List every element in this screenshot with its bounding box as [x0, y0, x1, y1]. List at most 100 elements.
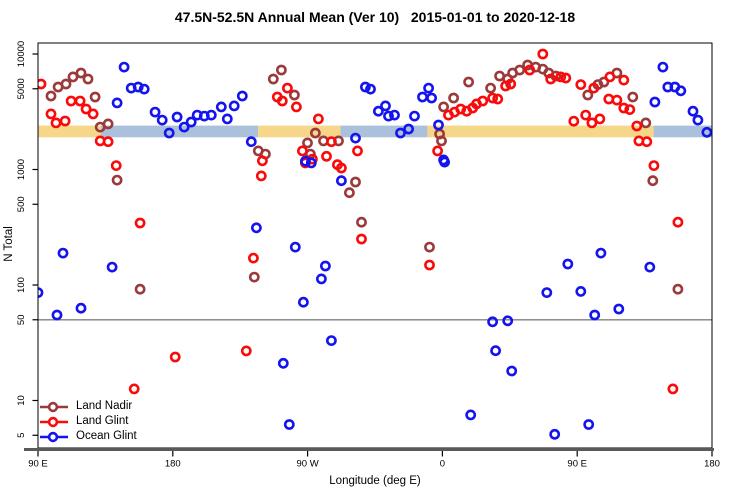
data-point — [82, 73, 94, 85]
data-point — [582, 89, 594, 101]
data-point — [618, 102, 630, 114]
data-point — [438, 101, 449, 113]
data-point — [236, 90, 248, 102]
data-point — [562, 258, 574, 270]
data-point — [277, 357, 289, 369]
data-point — [312, 113, 324, 125]
data-point — [325, 335, 337, 346]
data-point — [325, 136, 337, 148]
data-point — [138, 83, 150, 95]
plot-inner — [38, 48, 712, 440]
data-point — [575, 285, 587, 297]
data-point — [309, 127, 321, 139]
data-point — [290, 101, 302, 113]
x-tick-label: 180 — [704, 459, 720, 470]
data-point — [305, 157, 317, 169]
y-tick-label: 100 — [16, 277, 27, 293]
data-point — [389, 109, 400, 121]
legend-circle — [47, 416, 59, 427]
data-point — [537, 48, 549, 60]
x-tick-label: 90 W — [297, 459, 319, 470]
data-point — [589, 309, 601, 321]
data-point — [256, 155, 268, 167]
data-point — [432, 145, 443, 157]
data-point — [185, 116, 197, 128]
data-point — [156, 114, 168, 126]
data-point — [583, 419, 595, 430]
legend-item-ocean-glint: Ocean Glint — [40, 429, 137, 444]
data-point — [644, 261, 656, 273]
data-point — [594, 113, 606, 125]
data-point — [455, 103, 467, 115]
data-point — [169, 351, 181, 363]
data-point — [541, 287, 553, 298]
data-point — [50, 117, 62, 129]
data-point — [641, 136, 653, 148]
y-tick-label: 10000 — [16, 41, 27, 67]
data-point — [649, 96, 661, 108]
data-point — [132, 81, 144, 93]
data-point — [492, 93, 504, 105]
data-point — [128, 383, 140, 395]
data-point — [111, 174, 123, 186]
data-point — [359, 81, 371, 93]
data-point — [45, 108, 57, 120]
data-point — [465, 409, 477, 421]
data-point — [281, 82, 293, 94]
data-point — [514, 64, 526, 76]
x-axis-title: Longitude (deg E) — [329, 475, 421, 487]
data-point — [228, 100, 240, 112]
data-point — [580, 109, 592, 121]
data-point — [506, 365, 518, 377]
data-point — [102, 136, 114, 148]
data-point — [51, 309, 63, 321]
data-point — [588, 82, 600, 94]
y-tick-label: 10 — [16, 395, 27, 406]
data-point — [102, 118, 114, 130]
data-point — [134, 283, 146, 295]
data-point — [57, 247, 69, 259]
y-tick-label: 5 — [16, 433, 27, 438]
data-point — [356, 233, 367, 245]
data-point — [45, 90, 57, 102]
y-tick-label: 5000 — [16, 78, 27, 99]
data-point — [624, 104, 636, 115]
data-point — [65, 95, 77, 107]
surface-band-ocean — [340, 125, 428, 138]
data-point — [598, 76, 610, 88]
data-point — [106, 261, 118, 273]
data-point — [118, 61, 130, 73]
data-point — [356, 216, 367, 228]
data-point — [383, 110, 394, 122]
series-land-nadir — [45, 59, 684, 295]
data-point — [240, 345, 252, 357]
data-point — [575, 79, 587, 90]
data-point — [648, 160, 660, 171]
data-point — [487, 92, 498, 104]
y-tick-label: 50 — [16, 314, 27, 325]
legend-label: Land Nadir — [76, 400, 133, 412]
data-point — [560, 72, 572, 84]
data-point — [667, 383, 679, 395]
data-point — [423, 82, 434, 94]
data-point — [245, 136, 257, 148]
surface-band-ocean — [653, 125, 712, 138]
data-point — [395, 127, 406, 139]
data-point — [60, 78, 72, 90]
data-point — [568, 115, 580, 127]
data-point — [267, 73, 279, 85]
data-point — [171, 111, 183, 123]
data-point — [426, 92, 437, 104]
data-point — [687, 105, 699, 117]
data-point — [500, 80, 511, 92]
data-point — [335, 175, 347, 187]
data-point — [111, 97, 123, 109]
data-point — [586, 117, 598, 129]
ocean-glint-marker-icon — [40, 431, 68, 442]
data-point — [417, 91, 428, 103]
data-point — [424, 259, 435, 271]
legend-label: Land Glint — [76, 415, 129, 427]
data-point — [343, 187, 355, 199]
legend-item-land-glint: Land Glint — [40, 414, 137, 429]
data-point — [89, 91, 101, 103]
